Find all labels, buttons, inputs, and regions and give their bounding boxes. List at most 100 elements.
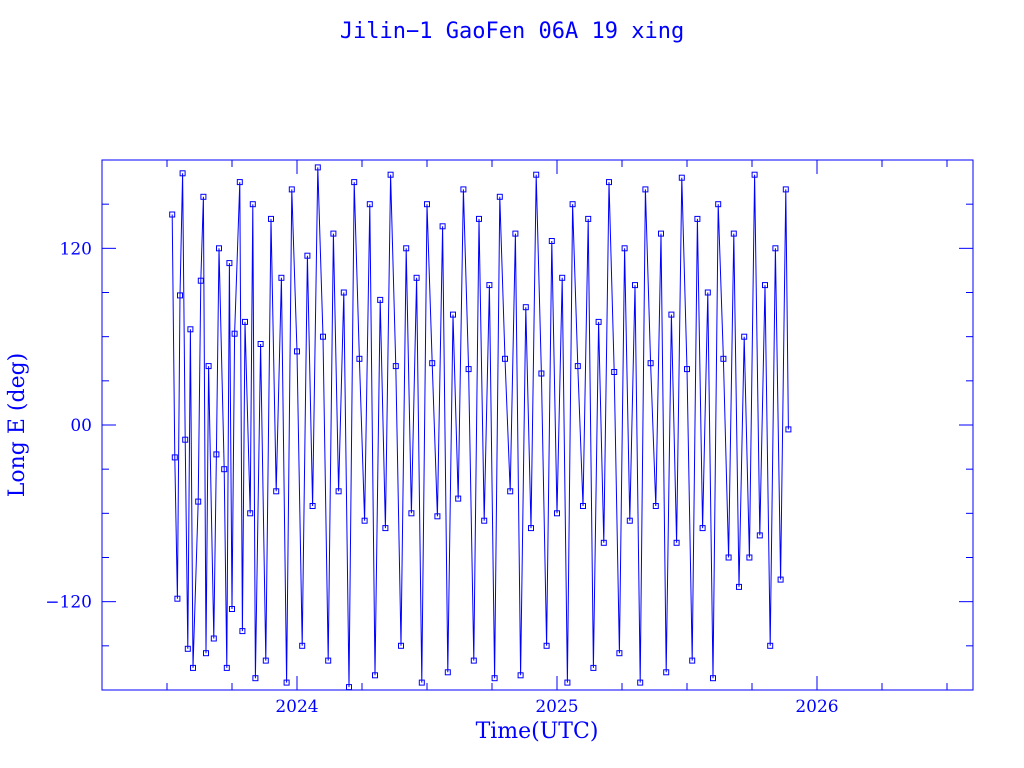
data-point bbox=[782, 186, 789, 193]
data-point bbox=[372, 672, 378, 679]
data-point bbox=[439, 223, 446, 230]
data-point bbox=[366, 201, 373, 208]
data-point bbox=[543, 642, 550, 649]
data-point bbox=[314, 164, 321, 171]
data-point bbox=[236, 179, 243, 186]
data-point bbox=[678, 174, 685, 181]
data-point bbox=[294, 348, 300, 355]
data-point bbox=[403, 245, 410, 252]
data-point bbox=[512, 230, 519, 237]
data-point bbox=[554, 510, 560, 517]
data-point bbox=[715, 201, 722, 208]
data-point bbox=[704, 289, 711, 296]
data-point bbox=[392, 363, 399, 370]
data-point bbox=[229, 606, 235, 612]
data-point bbox=[408, 510, 415, 517]
data-point bbox=[382, 525, 389, 532]
data-point bbox=[429, 360, 436, 367]
data-point bbox=[174, 595, 181, 602]
data-point bbox=[496, 193, 503, 200]
data-point bbox=[538, 370, 545, 377]
chart-title: Jilin−1 GaoFen 06A 19 xing bbox=[340, 19, 684, 44]
data-point bbox=[171, 454, 178, 461]
data-point bbox=[335, 488, 342, 495]
data-point bbox=[652, 503, 659, 509]
data-point bbox=[190, 664, 196, 671]
data-point bbox=[470, 657, 477, 664]
data-point bbox=[777, 576, 784, 583]
data-point bbox=[611, 369, 618, 375]
data-point bbox=[200, 193, 207, 200]
data-point bbox=[785, 426, 792, 433]
data-point bbox=[460, 186, 467, 193]
data-point bbox=[486, 282, 493, 289]
data-point bbox=[418, 679, 425, 686]
data-point bbox=[694, 215, 701, 222]
data-point bbox=[444, 669, 451, 676]
data-point bbox=[600, 539, 607, 546]
data-point bbox=[673, 539, 680, 546]
data-point bbox=[720, 355, 727, 362]
y-tick-label: 120 bbox=[60, 239, 92, 259]
data-point bbox=[356, 355, 363, 362]
data-point bbox=[377, 296, 384, 303]
data-point bbox=[187, 326, 194, 333]
data-point bbox=[476, 215, 482, 222]
data-point bbox=[767, 642, 774, 649]
data-point bbox=[184, 645, 191, 652]
data-point bbox=[197, 277, 204, 284]
series-line bbox=[171, 167, 789, 688]
data-point bbox=[736, 583, 742, 590]
data-point bbox=[309, 503, 316, 509]
data-point bbox=[528, 525, 534, 532]
data-point bbox=[595, 318, 602, 325]
data-point bbox=[210, 635, 217, 642]
data-point bbox=[387, 171, 394, 178]
data-point bbox=[346, 684, 352, 691]
data-point bbox=[730, 230, 737, 237]
y-axis-ticks: −120 00 120 bbox=[45, 159, 973, 691]
data-point bbox=[257, 341, 264, 347]
data-point bbox=[283, 679, 290, 686]
data-point bbox=[632, 282, 638, 289]
data-point bbox=[424, 201, 430, 208]
data-point bbox=[330, 230, 337, 237]
data-point bbox=[507, 488, 514, 495]
data-point bbox=[182, 436, 189, 443]
data-point bbox=[242, 318, 248, 325]
data-point bbox=[231, 330, 238, 337]
data-point bbox=[299, 642, 306, 649]
x-axis-ticks: 2024 2025 2026 bbox=[101, 160, 948, 717]
data-point bbox=[195, 498, 202, 505]
data-point bbox=[684, 366, 690, 373]
data-point bbox=[216, 245, 222, 252]
data-point bbox=[585, 215, 592, 222]
data-point bbox=[637, 679, 644, 686]
data-point bbox=[522, 304, 529, 311]
data-point bbox=[325, 657, 332, 664]
data-point bbox=[710, 675, 716, 682]
data-point bbox=[699, 525, 706, 532]
data-point bbox=[725, 554, 732, 561]
data-point bbox=[658, 230, 664, 237]
data-point bbox=[751, 171, 758, 178]
data-point bbox=[626, 517, 633, 524]
y-axis-label: Long E (deg) bbox=[5, 353, 30, 498]
data-point bbox=[278, 274, 285, 281]
data-point bbox=[288, 186, 295, 193]
data-point bbox=[647, 360, 654, 367]
data-point bbox=[169, 211, 176, 218]
data-point bbox=[249, 201, 256, 208]
data-point bbox=[689, 657, 696, 664]
data-point bbox=[574, 363, 581, 370]
x-axis-label: Time(UTC) bbox=[476, 719, 599, 744]
data-point bbox=[465, 366, 472, 373]
data-point bbox=[502, 355, 508, 362]
data-point bbox=[621, 245, 628, 252]
data-point bbox=[434, 513, 441, 520]
data-point bbox=[239, 628, 246, 635]
data-point bbox=[361, 517, 368, 524]
data-point bbox=[304, 252, 311, 259]
data-point bbox=[606, 179, 612, 186]
